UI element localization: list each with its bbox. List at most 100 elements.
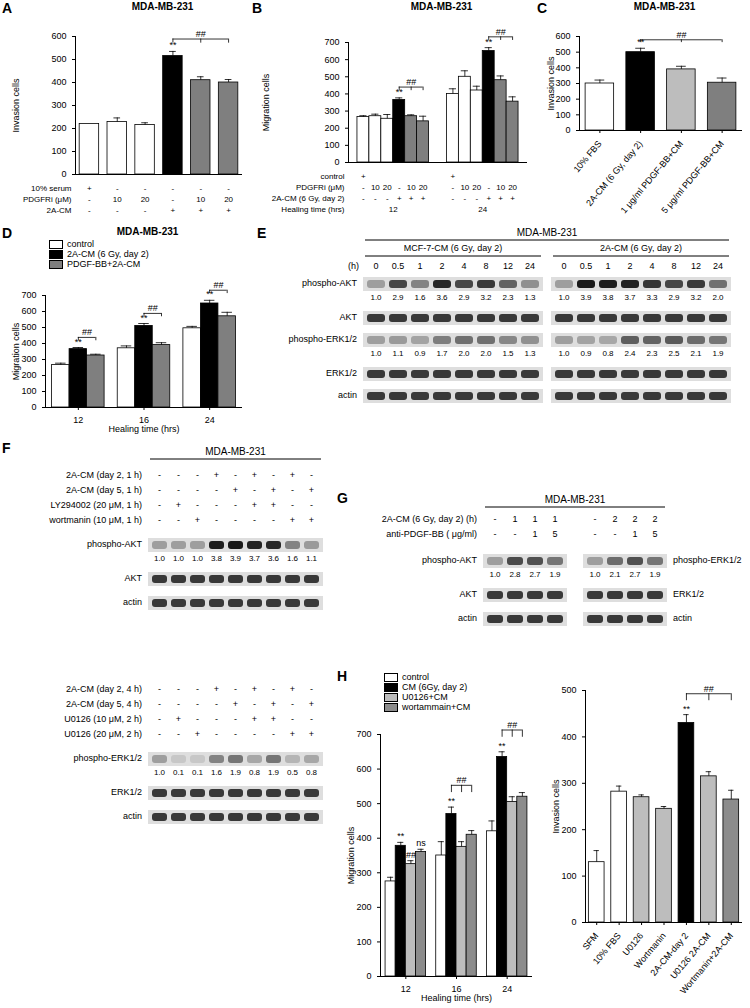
svg-text:+: + xyxy=(309,729,314,739)
svg-text:-: - xyxy=(464,194,467,203)
svg-text:-: - xyxy=(234,470,237,480)
svg-text:Healing time (hrs): Healing time (hrs) xyxy=(108,424,179,434)
svg-text:1.1: 1.1 xyxy=(306,554,318,563)
svg-text:ns: ns xyxy=(416,838,426,848)
svg-text:-: - xyxy=(158,714,161,724)
svg-text:1.0: 1.0 xyxy=(589,570,601,579)
svg-text:500: 500 xyxy=(51,54,66,64)
svg-text:10% FBS: 10% FBS xyxy=(591,931,623,967)
svg-text:12: 12 xyxy=(73,415,83,425)
svg-text:##: ## xyxy=(406,850,416,860)
svg-text:10: 10 xyxy=(371,183,380,192)
svg-text:20: 20 xyxy=(383,183,392,192)
svg-text:wortmanin (10 μM, 1 h): wortmanin (10 μM, 1 h) xyxy=(48,515,142,525)
svg-text:-: - xyxy=(234,729,237,739)
svg-text:100: 100 xyxy=(324,140,339,150)
svg-text:2: 2 xyxy=(652,514,657,524)
svg-text:+: + xyxy=(214,470,219,480)
svg-text:MDA-MB-231: MDA-MB-231 xyxy=(517,227,578,238)
svg-text:actin: actin xyxy=(123,597,142,607)
svg-text:1.0: 1.0 xyxy=(154,768,166,777)
svg-text:1.6: 1.6 xyxy=(287,554,299,563)
svg-text:phospho-AKT: phospho-AKT xyxy=(422,555,478,565)
svg-text:-: - xyxy=(253,729,256,739)
svg-text:100: 100 xyxy=(356,937,371,947)
svg-text:-: - xyxy=(215,714,218,724)
svg-text:-: - xyxy=(158,515,161,525)
svg-text:200: 200 xyxy=(561,825,576,835)
svg-text:400: 400 xyxy=(324,89,339,99)
svg-text:300: 300 xyxy=(561,778,576,788)
svg-text:2.3: 2.3 xyxy=(646,349,658,358)
svg-text:24: 24 xyxy=(525,261,535,271)
svg-text:2A-CM (day 5, 1 h): 2A-CM (day 5, 1 h) xyxy=(66,485,142,495)
svg-text:1.0: 1.0 xyxy=(173,554,185,563)
svg-text:700: 700 xyxy=(21,290,36,300)
svg-text:**: ** xyxy=(397,831,405,841)
svg-text:+: + xyxy=(421,194,426,203)
svg-text:-: - xyxy=(199,184,202,193)
svg-text:2: 2 xyxy=(439,261,444,271)
svg-text:-: - xyxy=(215,699,218,709)
svg-text:+: + xyxy=(271,699,276,709)
svg-text:ERK1/2: ERK1/2 xyxy=(111,787,142,797)
svg-text:1.6: 1.6 xyxy=(414,293,426,302)
svg-text:3.9: 3.9 xyxy=(230,554,242,563)
svg-text:1.9: 1.9 xyxy=(268,768,280,777)
svg-text:+: + xyxy=(361,172,366,181)
svg-text:-: - xyxy=(310,684,313,694)
svg-text:0.5: 0.5 xyxy=(580,261,593,271)
svg-text:-: - xyxy=(494,529,497,539)
svg-text:-: - xyxy=(291,500,294,510)
svg-text:-: - xyxy=(172,184,175,193)
svg-text:3.8: 3.8 xyxy=(602,293,614,302)
svg-text:500: 500 xyxy=(555,47,570,57)
svg-text:300: 300 xyxy=(555,78,570,88)
svg-text:10% serum: 10% serum xyxy=(31,184,72,193)
svg-text:+: + xyxy=(226,206,231,215)
svg-text:600: 600 xyxy=(555,31,570,41)
svg-text:-: - xyxy=(177,729,180,739)
svg-text:+: + xyxy=(309,515,314,525)
svg-text:Healing time (hrs): Healing time (hrs) xyxy=(421,993,492,1003)
svg-text:400: 400 xyxy=(21,338,36,348)
svg-text:-: - xyxy=(196,714,199,724)
svg-text:1: 1 xyxy=(512,514,517,524)
svg-text:12: 12 xyxy=(691,261,701,271)
svg-text:600: 600 xyxy=(324,55,339,65)
svg-text:-: - xyxy=(310,470,313,480)
svg-text:+: + xyxy=(510,194,515,203)
svg-text:2.0: 2.0 xyxy=(458,349,470,358)
svg-text:1.0: 1.0 xyxy=(489,570,501,579)
svg-text:400: 400 xyxy=(51,77,66,87)
svg-text:100: 100 xyxy=(555,110,570,120)
svg-text:+: + xyxy=(290,470,295,480)
svg-text:-: - xyxy=(487,183,490,192)
svg-text:-: - xyxy=(272,684,275,694)
svg-text:+: + xyxy=(409,194,414,203)
svg-text:2.9: 2.9 xyxy=(392,293,404,302)
svg-text:MDA-MB-231: MDA-MB-231 xyxy=(205,446,266,457)
svg-text:-: - xyxy=(196,500,199,510)
svg-text:phospho-ERK1/2: phospho-ERK1/2 xyxy=(673,555,742,565)
svg-text:actin: actin xyxy=(458,613,477,623)
svg-text:20: 20 xyxy=(224,195,233,204)
svg-text:U0126 (10 μM, 2 h): U0126 (10 μM, 2 h) xyxy=(64,714,142,724)
svg-text:10: 10 xyxy=(196,195,205,204)
svg-text:ERK1/2: ERK1/2 xyxy=(673,589,704,599)
svg-text:-: - xyxy=(494,514,497,524)
svg-text:100: 100 xyxy=(51,146,66,156)
svg-text:200: 200 xyxy=(51,123,66,133)
svg-text:##: ## xyxy=(457,775,467,785)
svg-text:-: - xyxy=(158,470,161,480)
svg-text:+: + xyxy=(233,485,238,495)
svg-text:+: + xyxy=(290,515,295,525)
svg-text:1.6: 1.6 xyxy=(211,768,223,777)
svg-text:100: 100 xyxy=(21,386,36,396)
svg-text:LY294002 (20 μM, 1 h): LY294002 (20 μM, 1 h) xyxy=(50,500,142,510)
svg-text:-: - xyxy=(362,194,365,203)
svg-text:3.3: 3.3 xyxy=(646,293,658,302)
svg-text:2: 2 xyxy=(627,261,632,271)
svg-text:+: + xyxy=(397,194,402,203)
svg-text:1.9: 1.9 xyxy=(649,570,661,579)
